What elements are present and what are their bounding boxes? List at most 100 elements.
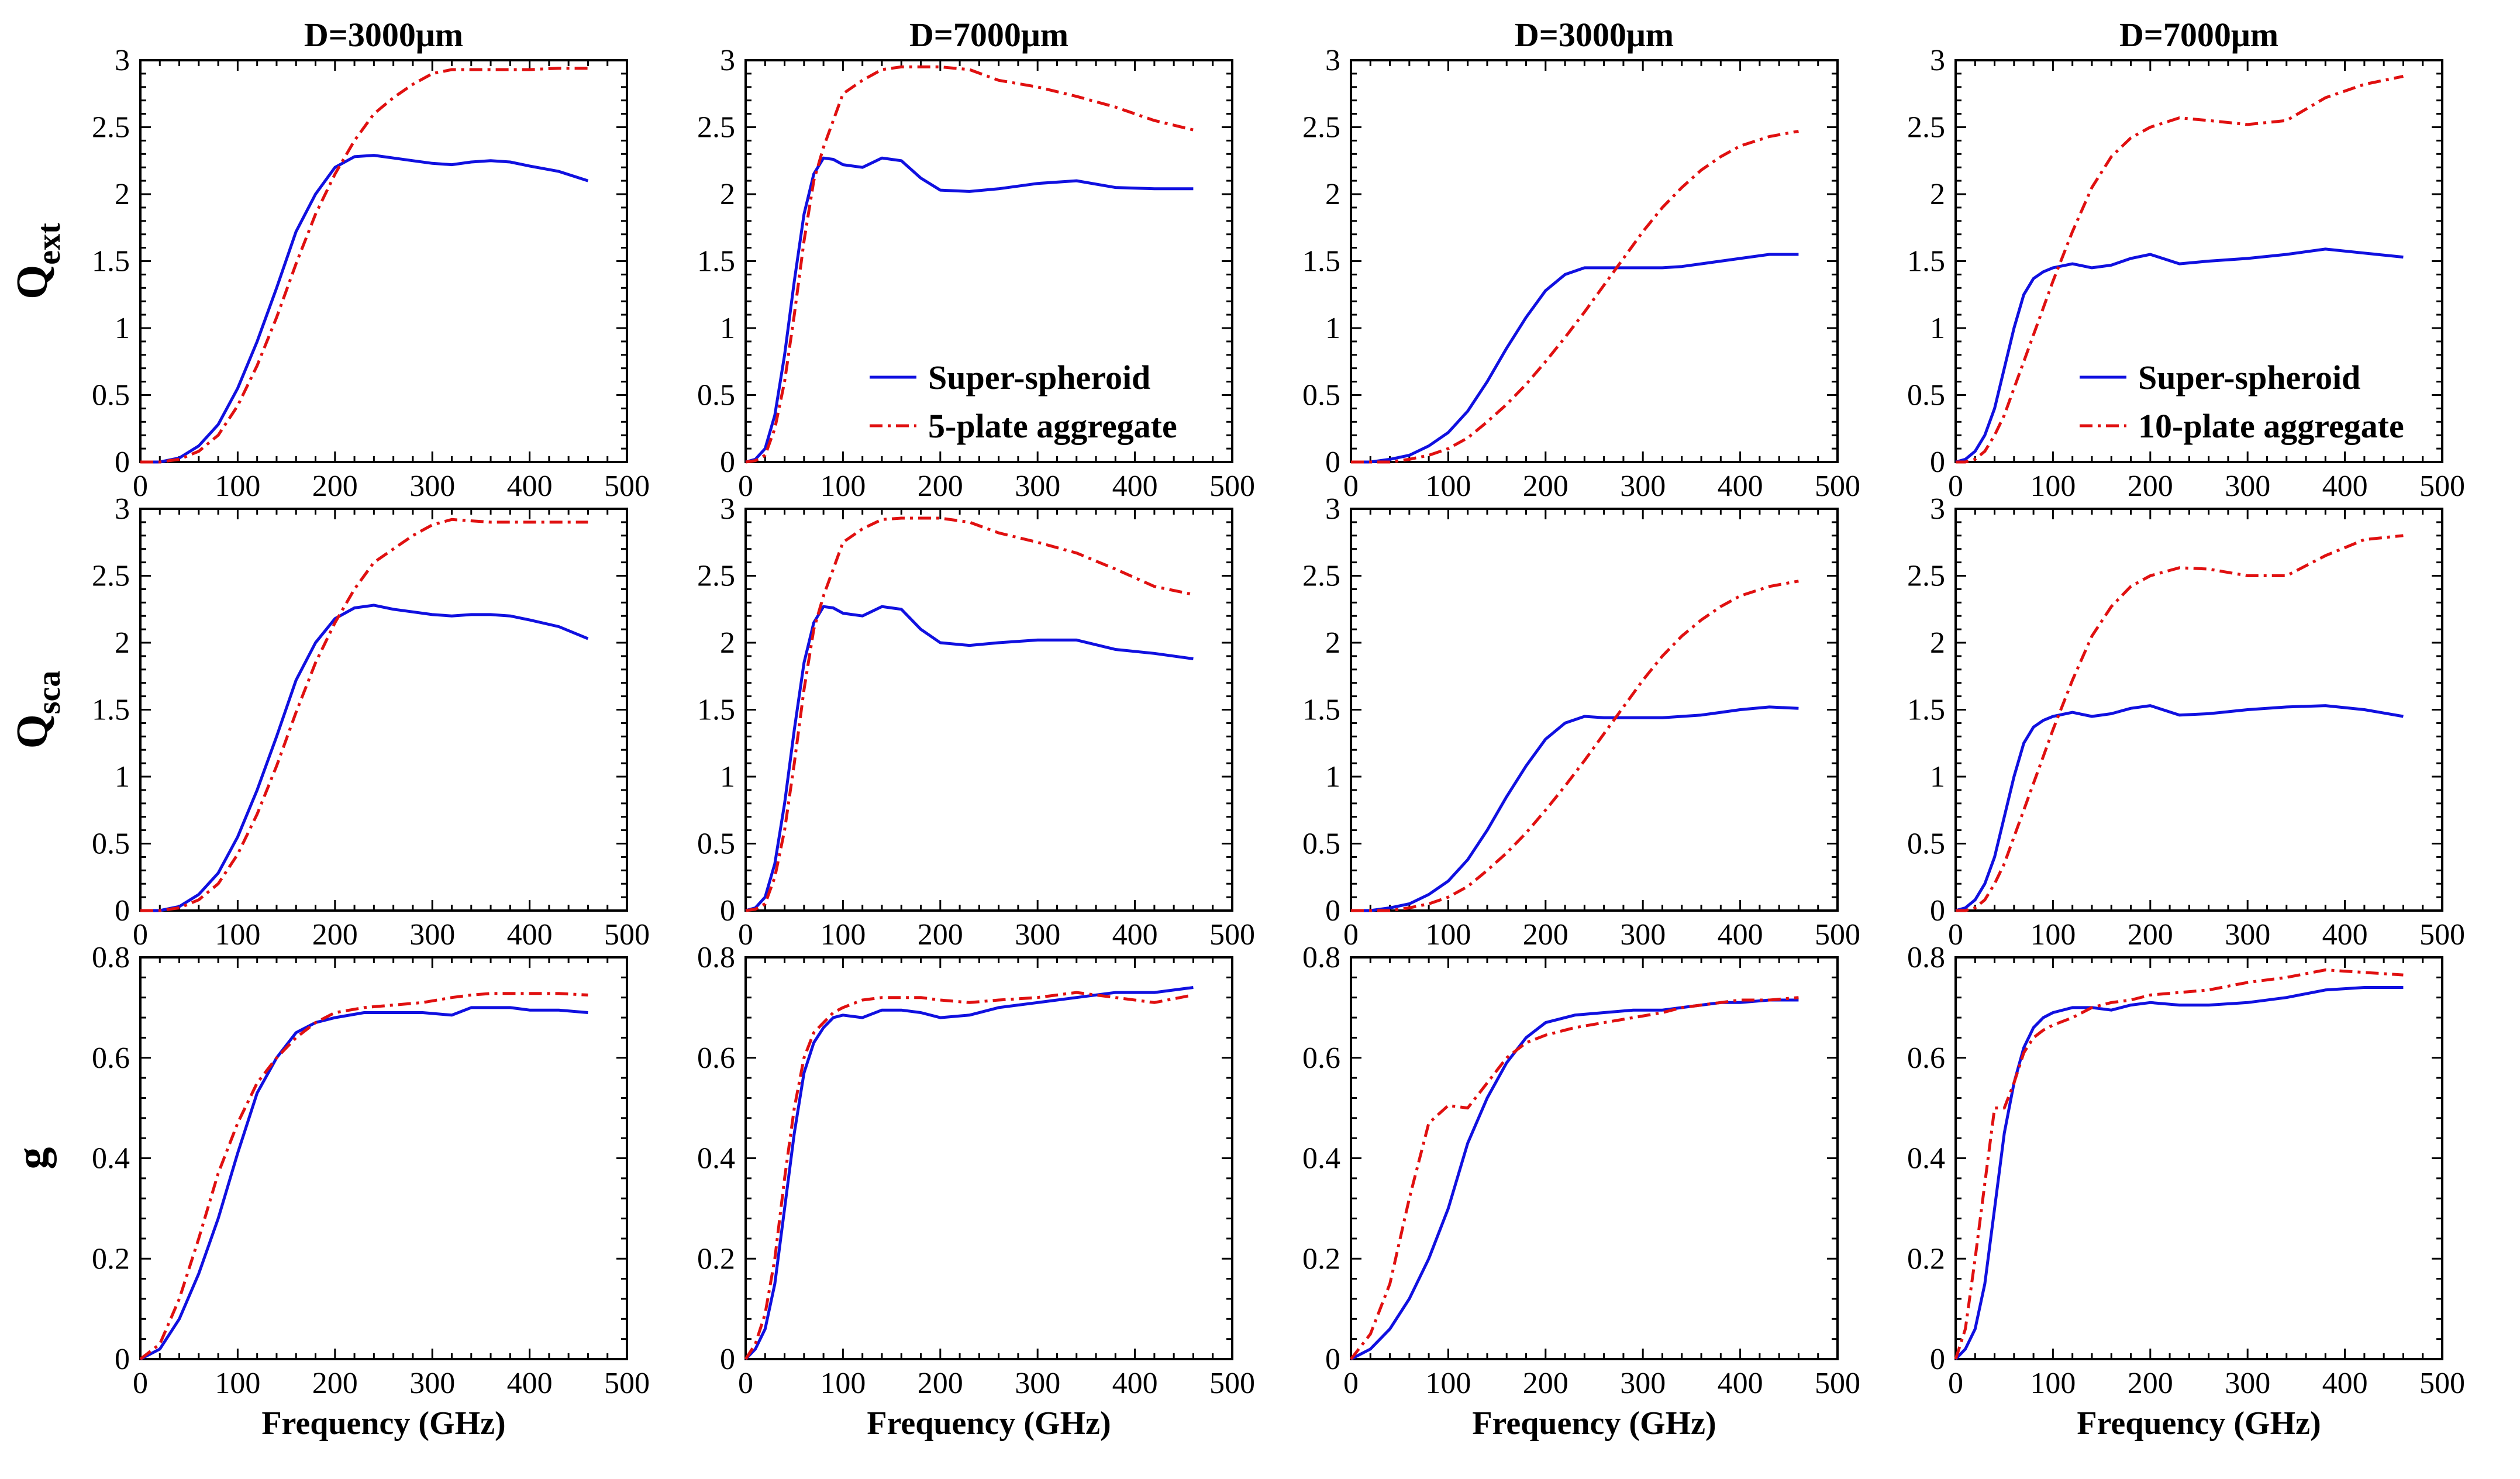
y-tick-label: 2 xyxy=(1325,626,1340,660)
y-tick-label: 1 xyxy=(115,760,130,794)
x-tick-label: 0 xyxy=(1343,918,1359,951)
y-tick-label: 0.2 xyxy=(1907,1242,1945,1275)
column-title: D=7000μm xyxy=(2119,16,2278,54)
y-tick-label: 1 xyxy=(720,312,735,345)
x-tick-label: 500 xyxy=(2419,1367,2465,1400)
x-tick-label: 400 xyxy=(1718,1367,1763,1400)
x-tick-label: 400 xyxy=(507,1367,553,1400)
axes-frame xyxy=(1350,956,1839,1360)
super-spheroid-line xyxy=(140,604,589,912)
y-tick-label: 0 xyxy=(115,894,130,928)
panel-r1-c0: 0 100 200 300 400 500 0 0.5 1 1.5 2 2.5 3 xyxy=(92,492,650,951)
y-tick-label: 0 xyxy=(1930,446,1945,479)
x-axis-label: Frequency (GHz) xyxy=(2077,1405,2321,1442)
y-axis-label: Qext xyxy=(8,223,67,299)
x-tick-label: 200 xyxy=(918,918,963,951)
x-axis-label: Frequency (GHz) xyxy=(261,1405,505,1442)
x-tick-label: 500 xyxy=(1209,470,1255,503)
column-title: D=7000μm xyxy=(909,16,1068,54)
y-tick-label: 0.4 xyxy=(92,1142,130,1175)
super-spheroid-line xyxy=(745,605,1194,912)
y-tick-label: 1 xyxy=(115,312,130,345)
x-tick-label: 200 xyxy=(2128,470,2173,503)
x-tick-label: 300 xyxy=(1620,470,1666,503)
y-tick-label: 0.8 xyxy=(1302,941,1340,974)
x-tick-label: 400 xyxy=(1112,1367,1158,1400)
x-tick-label: 100 xyxy=(2030,470,2076,503)
y-axis-label: g xyxy=(8,1147,57,1170)
y-tick-label: 0 xyxy=(115,446,130,479)
aggregate-line xyxy=(744,991,1194,1360)
axes-frame xyxy=(744,508,1233,912)
x-tick-label: 300 xyxy=(1620,1367,1666,1400)
panel-r2-c0: 0 100 200 300 400 500 0 0.2 0.4 0.6 0.8 Frequency (… xyxy=(92,941,650,1442)
y-tick-label: 0 xyxy=(720,894,735,928)
aggregate-line xyxy=(1954,968,2404,1360)
panel-r0-c2: 0 100 200 300 400 500 0 0.5 1 1.5 2 2.5 3 D=3000μm xyxy=(1302,16,1860,503)
y-axis-label: Qsca xyxy=(8,671,67,749)
y-tick-label: 2.5 xyxy=(92,111,130,144)
x-tick-label: 500 xyxy=(1815,918,1860,951)
aggregate-line xyxy=(140,67,588,464)
x-tick-label: 200 xyxy=(1523,1367,1568,1400)
x-tick-label: 400 xyxy=(1112,918,1158,951)
x-tick-label: 300 xyxy=(2225,470,2270,503)
y-tick-label: 1 xyxy=(1930,312,1945,345)
x-tick-label: 400 xyxy=(1718,470,1763,503)
legend-entry: Super-spheroid xyxy=(2138,358,2360,397)
axes-frame xyxy=(1350,59,1839,463)
y-tick-label: 0.6 xyxy=(697,1042,735,1075)
x-tick-label: 500 xyxy=(2419,918,2465,951)
y-tick-label: 3 xyxy=(115,44,130,77)
y-tick-label: 1.5 xyxy=(1907,245,1945,278)
super-spheroid-line xyxy=(1351,705,1799,912)
y-tick-label: 2.5 xyxy=(697,560,735,593)
x-tick-label: 0 xyxy=(1948,470,1963,503)
axes-frame xyxy=(1350,508,1839,912)
super-spheroid-line xyxy=(745,156,1194,464)
y-tick-label: 0.5 xyxy=(697,828,735,861)
y-tick-label: 1.5 xyxy=(1907,694,1945,727)
y-tick-label: 0 xyxy=(1325,1343,1340,1376)
x-tick-label: 0 xyxy=(738,1367,753,1400)
super-spheroid-line xyxy=(139,1006,588,1361)
aggregate-line xyxy=(745,65,1194,464)
aggregate-line xyxy=(745,516,1194,912)
x-tick-label: 100 xyxy=(1425,470,1471,503)
super-spheroid-line xyxy=(1954,986,2404,1360)
x-tick-label: 0 xyxy=(1343,470,1359,503)
legend-entry: 5-plate aggregate xyxy=(928,407,1177,445)
x-tick-label: 400 xyxy=(2322,1367,2368,1400)
aggregate-line xyxy=(1956,75,2404,464)
x-tick-label: 100 xyxy=(215,918,260,951)
y-tick-label: 1.5 xyxy=(92,694,130,727)
x-tick-label: 400 xyxy=(507,470,553,503)
y-tick-label: 1 xyxy=(1325,312,1340,345)
x-tick-label: 200 xyxy=(2128,918,2173,951)
axes-frame xyxy=(139,59,628,463)
panel-r0-c0: 0 100 200 300 400 500 0 0.5 1 1.5 2 2.5 3 D=3000μm xyxy=(92,16,650,503)
y-tick-label: 2.5 xyxy=(92,560,130,593)
column-title: D=3000μm xyxy=(1515,16,1674,54)
y-tick-label: 1.5 xyxy=(1302,245,1340,278)
y-axis-label-subscript: ext xyxy=(31,223,67,265)
y-tick-label: 0.4 xyxy=(1302,1142,1340,1175)
x-axis-label: Frequency (GHz) xyxy=(867,1405,1111,1442)
y-tick-label: 1 xyxy=(1930,760,1945,794)
column-title: D=3000μm xyxy=(304,16,463,54)
x-tick-label: 300 xyxy=(2225,918,2270,951)
x-tick-label: 300 xyxy=(2225,1367,2270,1400)
y-tick-label: 0.6 xyxy=(92,1042,130,1075)
x-tick-label: 400 xyxy=(1112,470,1158,503)
y-tick-label: 0.2 xyxy=(92,1242,130,1275)
x-tick-label: 500 xyxy=(604,1367,650,1400)
y-tick-label: 3 xyxy=(1325,492,1340,526)
y-tick-label: 0 xyxy=(720,446,735,479)
y-tick-label: 2 xyxy=(115,178,130,211)
x-tick-label: 300 xyxy=(1015,1367,1060,1400)
super-spheroid-line xyxy=(1350,998,1799,1361)
x-tick-label: 200 xyxy=(1523,470,1568,503)
x-tick-label: 400 xyxy=(2322,470,2368,503)
axes-frame xyxy=(1954,956,2443,1360)
